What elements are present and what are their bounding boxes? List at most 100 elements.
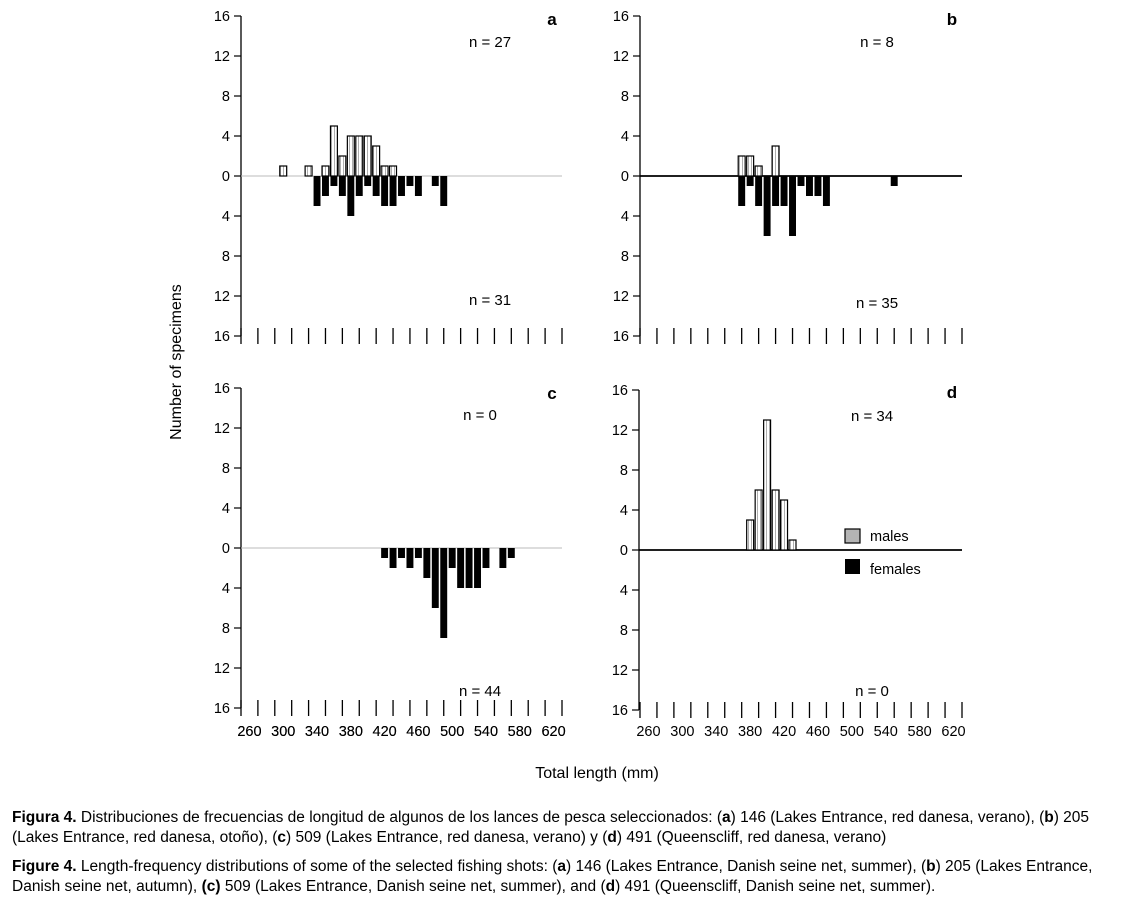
y-tick-label: 0 bbox=[222, 169, 230, 185]
bar-female bbox=[423, 548, 431, 578]
y-axis-label: Number of specimens bbox=[168, 284, 185, 440]
caption-panel-ref: (c) bbox=[201, 878, 221, 895]
bar-male bbox=[363, 135, 372, 177]
legend-females-swatch bbox=[845, 559, 860, 574]
y-tick-label: 4 bbox=[620, 503, 628, 519]
y-tick-label: 8 bbox=[620, 623, 628, 639]
bar-female bbox=[738, 176, 746, 206]
x-tick-label: 500 bbox=[440, 724, 464, 740]
bar-female bbox=[398, 176, 405, 196]
x-axis-label: Total length (mm) bbox=[535, 765, 659, 782]
bar-female bbox=[381, 176, 389, 206]
bar-female bbox=[431, 548, 439, 608]
y-tick-label: 12 bbox=[214, 49, 230, 65]
y-tick-label: 12 bbox=[214, 421, 230, 437]
y-tick-label: 16 bbox=[214, 9, 230, 25]
y-tick-label: 12 bbox=[612, 423, 628, 439]
caption-text: ) 491 (Queenscliff, Danish seine net, su… bbox=[615, 878, 936, 895]
caption-text: ) 205 (Lakes Entrance, Danish seine net,… bbox=[12, 858, 1093, 895]
legend-males-label: males bbox=[870, 529, 909, 545]
caption-text: ) 146 (Lakes Entrance, Danish seine net,… bbox=[566, 858, 927, 875]
caption-panel-ref: b bbox=[926, 858, 936, 875]
y-tick-label: 0 bbox=[620, 543, 628, 559]
bar-female bbox=[406, 548, 414, 568]
y-tick-label: 8 bbox=[222, 89, 230, 105]
panel-letter: a bbox=[547, 10, 557, 29]
n-top-label: n = 0 bbox=[463, 407, 497, 424]
legend-females-label: females bbox=[870, 562, 921, 578]
y-tick-label: 8 bbox=[222, 461, 230, 477]
y-tick-label: 12 bbox=[613, 49, 629, 65]
bar-male bbox=[763, 419, 772, 551]
bar-male bbox=[788, 539, 797, 551]
x-tick-label: 260 bbox=[636, 724, 660, 740]
x-tick-label: 580 bbox=[508, 724, 532, 740]
x-tick-label: 300 bbox=[271, 724, 295, 740]
bar-female bbox=[406, 176, 414, 186]
bar-male bbox=[754, 489, 763, 551]
bar-female bbox=[474, 548, 481, 588]
bar-female bbox=[814, 176, 822, 196]
x-tick-label: 620 bbox=[941, 724, 965, 740]
bar-male bbox=[304, 165, 313, 177]
panel-letter: c bbox=[547, 384, 556, 403]
bar-female bbox=[457, 548, 465, 588]
caption-spanish: Figura 4. Distribuciones de frecuencias … bbox=[12, 808, 1128, 848]
bar-female bbox=[431, 176, 439, 186]
y-tick-label: 4 bbox=[222, 209, 230, 225]
panel-letter: d bbox=[947, 383, 957, 402]
n-top-label: n = 34 bbox=[851, 408, 893, 425]
panel-a: 16 12 8 4 0 4 8 12 16 260 300 340 380 420 460 500 540 580… bbox=[214, 9, 566, 740]
y-tick-label: 12 bbox=[214, 661, 230, 677]
caption-panel-ref: d bbox=[605, 878, 616, 895]
bar-male bbox=[771, 489, 780, 551]
n-bottom-label: n = 0 bbox=[855, 683, 889, 700]
x-tick-label: 380 bbox=[339, 724, 363, 740]
y-tick-label: 0 bbox=[621, 169, 629, 185]
panel-d: 16 12 8 4 0 4 8 12 16 260 300 340 380 420 460 500 540 580… bbox=[612, 383, 966, 740]
bar-female bbox=[389, 548, 397, 568]
bar-female bbox=[347, 176, 355, 216]
bar-female bbox=[364, 176, 372, 186]
bar-female bbox=[789, 176, 797, 236]
y-tick-label: 12 bbox=[612, 663, 628, 679]
bar-male bbox=[771, 145, 780, 177]
y-tick-label: 4 bbox=[222, 129, 230, 145]
caption-english: Figure 4. Length-frequency distributions… bbox=[12, 857, 1128, 897]
bar-male bbox=[746, 519, 755, 551]
caption-text: ) 205 (Lakes Entrance, red danesa, otoño… bbox=[12, 809, 1090, 846]
y-tick-label: 4 bbox=[620, 583, 628, 599]
y-tick-label: 4 bbox=[621, 209, 629, 225]
bar-female bbox=[372, 176, 380, 196]
y-tick-label: 16 bbox=[613, 329, 629, 345]
x-tick-label: 620 bbox=[541, 724, 565, 740]
x-tick-label: 460 bbox=[406, 724, 430, 740]
y-tick-label: 0 bbox=[222, 541, 230, 557]
caption-panel-ref: d bbox=[607, 829, 617, 846]
x-tick-label: 340 bbox=[704, 724, 728, 740]
y-tick-label: 8 bbox=[621, 249, 629, 265]
bar-female bbox=[507, 548, 515, 558]
bar-female bbox=[780, 176, 788, 206]
bar-male bbox=[388, 165, 398, 177]
bar-female bbox=[763, 176, 771, 236]
panel-letter: b bbox=[947, 10, 957, 29]
y-tick-label: 8 bbox=[620, 463, 628, 479]
y-tick-label: 8 bbox=[222, 621, 230, 637]
bar-female bbox=[772, 176, 780, 206]
bar-male bbox=[746, 155, 755, 177]
x-tick-label: 580 bbox=[908, 724, 932, 740]
y-tick-label: 8 bbox=[222, 249, 230, 265]
bar-male bbox=[372, 145, 381, 177]
y-tick-label: 16 bbox=[612, 383, 628, 399]
x-tick-label: 420 bbox=[373, 724, 397, 740]
bar-female bbox=[355, 176, 363, 196]
panel-c: 16 12 8 4 0 4 8 12 16 260 300 340 380 420 460 500 540 580… bbox=[214, 381, 566, 740]
x-tick-label: 380 bbox=[738, 724, 762, 740]
y-tick-label: 12 bbox=[613, 289, 629, 305]
y-tick-label: 8 bbox=[621, 89, 629, 105]
bar-female bbox=[389, 176, 397, 206]
x-tick-label: 620 bbox=[541, 724, 565, 740]
bar-female bbox=[398, 548, 405, 558]
x-tick-label: 260 bbox=[237, 724, 261, 740]
